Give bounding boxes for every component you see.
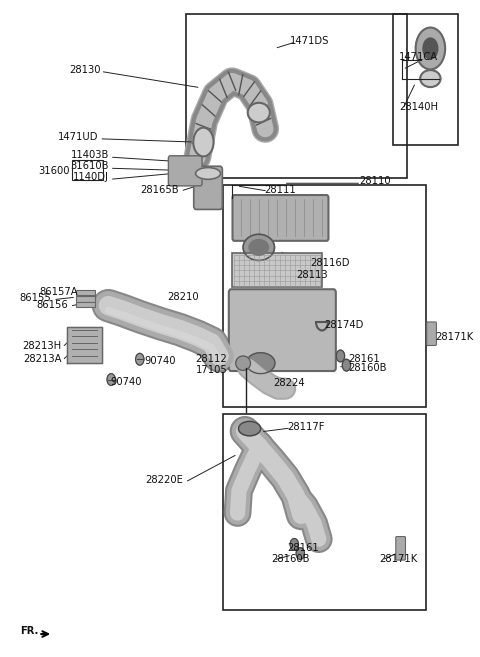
FancyBboxPatch shape	[232, 195, 328, 241]
Circle shape	[290, 539, 299, 551]
Text: 28165B: 28165B	[140, 185, 179, 195]
Text: 28213A: 28213A	[23, 354, 61, 364]
Text: 28161: 28161	[348, 354, 380, 364]
Text: 28130: 28130	[69, 65, 101, 75]
Text: 28112: 28112	[196, 354, 228, 364]
Text: 90740: 90740	[144, 356, 176, 366]
Ellipse shape	[239, 421, 261, 436]
FancyBboxPatch shape	[168, 156, 202, 186]
Text: 28111: 28111	[264, 185, 296, 195]
Ellipse shape	[246, 353, 275, 374]
Circle shape	[193, 127, 214, 156]
Text: 1471CA: 1471CA	[399, 52, 438, 62]
Text: 28210: 28210	[168, 292, 199, 302]
Bar	[76, 290, 96, 295]
Bar	[232, 253, 322, 287]
Circle shape	[423, 38, 438, 59]
Text: 28113: 28113	[297, 270, 328, 280]
Circle shape	[136, 353, 144, 365]
Text: 17105: 17105	[196, 365, 228, 375]
Circle shape	[342, 359, 350, 371]
Text: 28117F: 28117F	[288, 422, 325, 432]
Ellipse shape	[420, 70, 441, 87]
Text: 28171K: 28171K	[380, 554, 418, 564]
Text: 28174D: 28174D	[324, 320, 364, 330]
Text: 90740: 90740	[111, 377, 142, 387]
Bar	[72, 160, 103, 180]
Bar	[186, 14, 408, 178]
FancyBboxPatch shape	[427, 322, 436, 346]
Ellipse shape	[243, 235, 275, 260]
Text: 1471DS: 1471DS	[290, 35, 329, 45]
Circle shape	[107, 374, 115, 386]
Text: 86156: 86156	[36, 300, 68, 310]
Text: 86157A: 86157A	[39, 287, 77, 297]
FancyBboxPatch shape	[396, 537, 406, 560]
Bar	[223, 413, 426, 610]
Bar	[223, 185, 426, 407]
Text: 28213H: 28213H	[22, 341, 61, 351]
Text: 28160B: 28160B	[348, 363, 387, 373]
Text: 28140H: 28140H	[399, 102, 438, 112]
Text: 28224: 28224	[274, 378, 305, 388]
Text: 1140DJ: 1140DJ	[73, 172, 109, 183]
Bar	[394, 14, 458, 145]
Text: FR.: FR.	[20, 625, 38, 636]
Text: 28160B: 28160B	[271, 554, 310, 564]
Bar	[76, 302, 96, 307]
Text: 28110: 28110	[359, 176, 391, 187]
Circle shape	[296, 548, 304, 560]
Text: 28220E: 28220E	[146, 475, 183, 486]
Text: 1471UD: 1471UD	[58, 132, 98, 142]
Ellipse shape	[236, 356, 251, 371]
Ellipse shape	[249, 240, 268, 255]
Ellipse shape	[248, 102, 270, 122]
Ellipse shape	[195, 168, 220, 179]
Text: 28116D: 28116D	[311, 258, 350, 268]
Text: 86155: 86155	[20, 294, 51, 304]
Bar	[76, 296, 96, 302]
FancyBboxPatch shape	[229, 289, 336, 371]
Text: 31610B: 31610B	[71, 161, 109, 171]
Text: 28171K: 28171K	[435, 332, 473, 342]
Polygon shape	[67, 327, 102, 363]
Circle shape	[416, 28, 445, 70]
Text: 28161: 28161	[288, 543, 319, 553]
Text: 11403B: 11403B	[71, 150, 109, 160]
Text: 31600: 31600	[38, 166, 70, 177]
Circle shape	[336, 350, 345, 362]
FancyBboxPatch shape	[194, 166, 222, 210]
